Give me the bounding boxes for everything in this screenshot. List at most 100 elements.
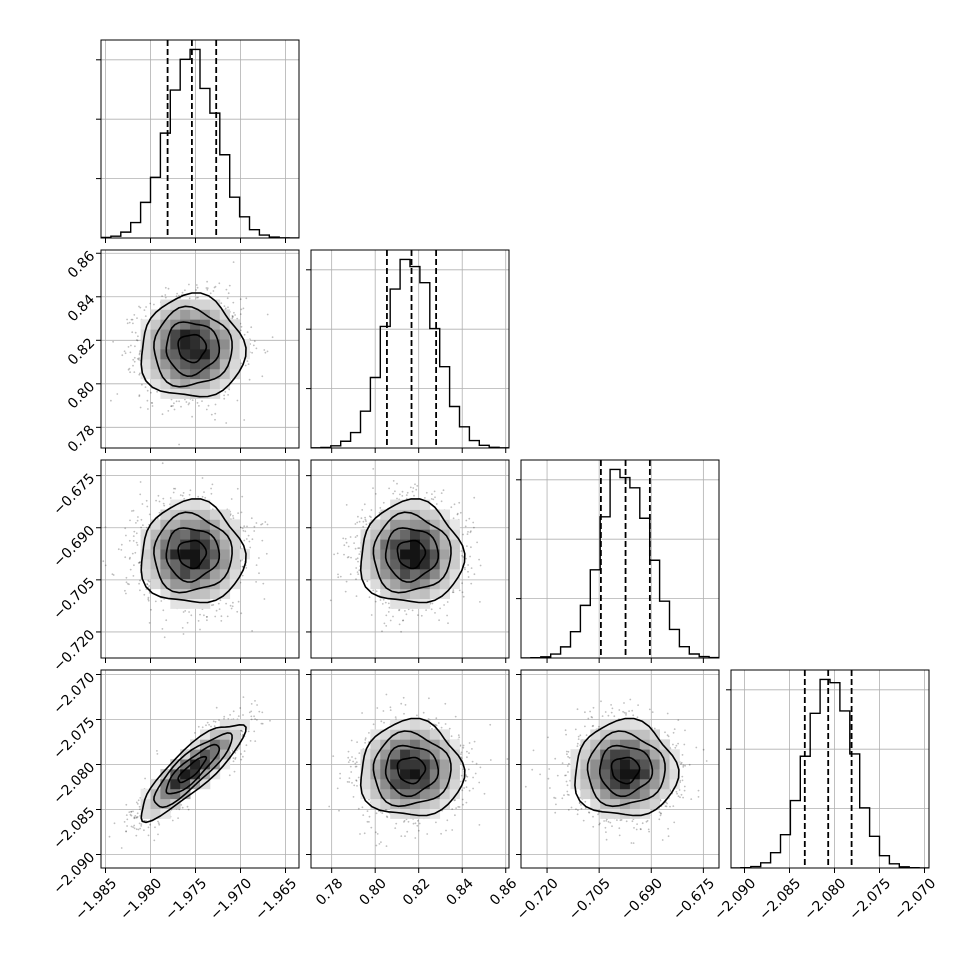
density-cell xyxy=(570,749,581,760)
scatter-point xyxy=(394,827,397,829)
scatter-point xyxy=(472,521,475,524)
scatter-point xyxy=(125,576,128,579)
scatter-point xyxy=(181,627,184,629)
scatter-point xyxy=(163,636,166,639)
scatter-point xyxy=(451,808,454,810)
density-cell xyxy=(370,778,381,790)
scatter-point xyxy=(362,814,365,816)
density-cell xyxy=(140,349,151,360)
scatter-point xyxy=(428,697,430,700)
scatter-point xyxy=(392,480,395,482)
scatter-point xyxy=(469,531,472,534)
scatter-point xyxy=(400,702,403,705)
scatter-point xyxy=(680,761,683,764)
scatter-point xyxy=(211,483,214,486)
scatter-point xyxy=(161,628,164,630)
panel-frame xyxy=(310,459,510,659)
scatter-point xyxy=(261,711,264,714)
x-tick-label: −2.085 xyxy=(756,875,804,923)
scatter-point xyxy=(133,817,136,820)
scatter-point xyxy=(568,794,570,796)
histogram-panel-2 xyxy=(516,459,720,663)
scatter-point xyxy=(139,589,141,592)
scatter-point xyxy=(673,821,676,824)
density-cell xyxy=(370,729,381,740)
density-cell xyxy=(180,519,191,530)
density-cell xyxy=(410,759,421,770)
scatter-point xyxy=(336,787,339,790)
density-cell xyxy=(410,559,421,570)
density-cell xyxy=(140,568,151,580)
scatter-point xyxy=(227,292,230,295)
scatter-point xyxy=(451,829,454,831)
scatter-point xyxy=(206,616,208,618)
scatter-point xyxy=(133,824,136,827)
x-tick-label: −2.090 xyxy=(711,875,759,923)
scatter-point xyxy=(180,804,183,806)
density-cell xyxy=(200,358,211,370)
density-cell xyxy=(419,559,431,570)
scatter-point xyxy=(684,729,686,732)
density-cell xyxy=(629,778,641,790)
density-cell xyxy=(140,788,151,800)
density-cell xyxy=(209,539,221,550)
scatter-point xyxy=(134,815,137,817)
x-tick-label: −1.965 xyxy=(252,875,300,923)
scatter-point xyxy=(156,753,159,755)
scatter-point xyxy=(186,805,189,808)
scatter-point xyxy=(567,809,570,811)
density-cell xyxy=(600,808,611,819)
scatter-point xyxy=(240,325,243,328)
scatter-point xyxy=(479,766,482,769)
scatter-point xyxy=(632,842,635,844)
scatter-point xyxy=(240,511,243,514)
scatter-point xyxy=(607,714,610,717)
density-cell xyxy=(160,798,171,809)
scatter-point xyxy=(476,541,478,544)
density-cell xyxy=(370,798,381,809)
scatter-point xyxy=(199,628,201,631)
density-cell xyxy=(160,769,171,780)
density-cell xyxy=(170,378,181,389)
scatter-point xyxy=(147,834,150,837)
scatter-point xyxy=(389,709,392,711)
scatter-point xyxy=(240,729,243,732)
density-cell xyxy=(649,769,660,780)
scatter-point xyxy=(151,405,154,407)
density-cell xyxy=(419,529,431,540)
density-cell xyxy=(360,759,371,770)
density-cell xyxy=(370,769,381,780)
density-cell xyxy=(449,759,460,770)
scatter-point xyxy=(353,784,356,787)
density-cell xyxy=(219,358,231,370)
density-cell xyxy=(209,339,221,350)
scatter-point xyxy=(430,608,433,611)
scatter-point xyxy=(629,698,632,701)
scatter-point xyxy=(354,757,357,760)
scatter-point xyxy=(249,546,252,549)
density-cell xyxy=(150,339,161,350)
scatter-point xyxy=(170,405,173,407)
density-cell xyxy=(200,529,211,540)
density-cell xyxy=(380,729,391,740)
scatter-point xyxy=(251,351,254,354)
scatter-point xyxy=(251,538,254,541)
x-tick-label: 0.84 xyxy=(444,875,477,908)
density-cell xyxy=(140,339,151,350)
density-cell xyxy=(639,749,651,760)
scatter-point xyxy=(469,555,471,558)
density-cell xyxy=(429,509,441,520)
density-cell xyxy=(170,588,181,599)
scatter-point xyxy=(231,605,234,608)
scatter-point xyxy=(355,558,357,561)
histogram-step-line xyxy=(731,678,929,868)
scatter-point xyxy=(452,589,455,591)
scatter-point xyxy=(151,402,154,404)
scatter-point xyxy=(413,494,415,497)
density-cell xyxy=(400,559,411,570)
scatter-point xyxy=(135,532,138,535)
scatter-point xyxy=(245,297,248,300)
scatter-point xyxy=(130,825,133,828)
scatter-point xyxy=(153,839,156,842)
density-cell xyxy=(229,319,240,330)
